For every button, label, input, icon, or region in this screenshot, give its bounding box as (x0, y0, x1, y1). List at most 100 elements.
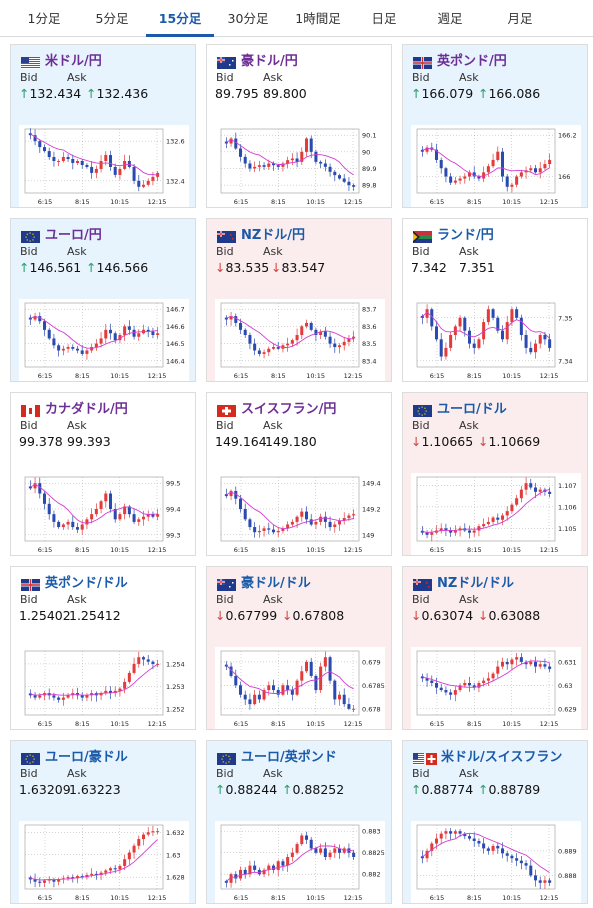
pair-title[interactable]: NZドル/円 (241, 228, 306, 243)
candle-body (472, 685, 476, 688)
pair-title[interactable]: 英ポンド/ドル (45, 576, 128, 591)
mini-chart[interactable]: 6:15 8:15 10:15 12:15 99.5 99.4 99.3 (19, 473, 189, 555)
candle-body (286, 160, 290, 164)
candle-body (319, 666, 323, 691)
currency-card[interactable]: 米ドル/円 Bid Ask ↑132.434 ↑132.436 6:15 8:15 10:15… (10, 44, 196, 208)
mini-chart[interactable]: 6:15 8:15 10:15 12:15 132.6 132.4 (19, 125, 189, 207)
candle-body (337, 848, 342, 853)
candle-body (141, 834, 146, 840)
candle-body (75, 348, 80, 351)
mini-chart[interactable]: 6:15 8:15 10:15 12:15 1.107 1.106 1.105 (411, 473, 581, 555)
bid-value: 0.67799 (225, 608, 278, 623)
candle-body (491, 309, 495, 318)
tab-15min[interactable]: 15分足 (146, 0, 214, 37)
candle-body (300, 326, 304, 335)
candle-body (439, 339, 443, 357)
mini-chart[interactable]: 6:15 8:15 10:15 12:15 7.35 7.34 (411, 299, 581, 381)
currency-card[interactable]: ユーロ/円 Bid Ask ↑146.561 ↑146.566 6:15 8:15 10:15… (10, 218, 196, 382)
pair-title[interactable]: スイスフラン/円 (241, 402, 337, 417)
candle-body (515, 309, 519, 318)
candle-body (127, 852, 131, 860)
candle-body (224, 141, 228, 144)
pair-title[interactable]: ユーロ/円 (45, 228, 102, 243)
mini-chart[interactable]: 6:15 8:15 10:15 12:15 1.632 1.63 1.628 (19, 821, 189, 903)
candlestick-chart: 6:15 8:15 10:15 12:15 0.883 0.8825 0.882 (220, 824, 385, 902)
currency-card[interactable]: 英ポンド/円 Bid Ask ↑166.079 ↑166.086 6:15 8:15 10:1… (402, 44, 588, 208)
mini-chart[interactable]: 6:15 8:15 10:15 12:15 166.2 166 (411, 125, 581, 207)
currency-card[interactable]: スイスフラン/円 Bid Ask 149.164 149.180 6:15 8:15 10:1… (206, 392, 392, 556)
pair-title[interactable]: ランド/円 (437, 228, 494, 243)
candle-body (496, 517, 500, 520)
tab-30min[interactable]: 30分足 (227, 11, 269, 26)
candle-body (538, 489, 542, 492)
pair-title[interactable]: 米ドル/スイスフラン (441, 750, 563, 765)
tab-5min[interactable]: 5分足 (95, 11, 129, 26)
tab-monthly[interactable]: 月足 (507, 11, 533, 26)
candle-body (342, 848, 346, 853)
y-tick-label: 0.883 (362, 828, 381, 836)
candle-body (52, 338, 56, 346)
mini-chart[interactable]: 6:15 8:15 10:15 12:15 0.679 0.6785 0.678 (215, 647, 385, 729)
tab-1hour[interactable]: 1時間足 (295, 11, 341, 26)
currency-card[interactable]: ユーロ/英ポンド Bid Ask ↑0.88244 ↑0.88252 6:15 8:15 10… (206, 740, 392, 904)
currency-card[interactable]: 英ポンド/ドル Bid Ask 1.25402 1.25412 6:15 8:15 10:15… (10, 566, 196, 730)
tab-1min[interactable]: 1分足 (27, 11, 61, 26)
pair-title[interactable]: 豪ドル/ドル (241, 576, 311, 591)
y-tick-label: 146.5 (166, 340, 185, 348)
pair-title[interactable]: 英ポンド/円 (437, 54, 507, 69)
mini-chart[interactable]: 6:15 8:15 10:15 12:15 0.883 0.8825 0.882 (215, 821, 385, 903)
candle-body (137, 333, 141, 337)
mini-chart[interactable]: 6:15 8:15 10:15 12:15 0.631 0.63 0.629 (411, 647, 581, 729)
ask-label: Ask (67, 767, 87, 780)
ask-arrow-icon: ↓ (282, 608, 293, 623)
pair-title[interactable]: 米ドル/円 (45, 54, 102, 69)
currency-card[interactable]: 米ドル/スイスフラン Bid Ask ↑0.88774 ↑0.88789 6:15 8:15… (402, 740, 588, 904)
ask-label: Ask (263, 71, 283, 84)
pair-title[interactable]: 豪ドル/円 (241, 54, 298, 69)
mini-chart[interactable]: 6:15 8:15 10:15 12:15 149.4 149.2 149 (215, 473, 385, 555)
x-tick-label: 10:15 (502, 198, 521, 206)
currency-card[interactable]: NZドル/円 Bid Ask ↓83.535 ↓83.547 6:15 8:15 10:15 1… (206, 218, 392, 382)
currency-card[interactable]: ユーロ/豪ドル Bid Ask 1.63209 1.63223 6:15 8:15 10:15… (10, 740, 196, 904)
y-tick-label: 99.4 (166, 506, 180, 514)
candle-body (314, 329, 318, 335)
x-tick-label: 12:15 (344, 372, 363, 380)
mini-chart[interactable]: 6:15 8:15 10:15 12:15 90.1 90 89.9 89.8 (215, 125, 385, 207)
candle-body (482, 843, 486, 849)
pair-title[interactable]: ユーロ/豪ドル (45, 750, 128, 765)
mini-chart[interactable]: 6:15 8:15 10:15 12:15 146.7 146.6 146.5 146.4 (19, 299, 189, 381)
candlestick-chart: 6:15 8:15 10:15 12:15 0.889 0.888 (416, 824, 577, 902)
tab-daily[interactable]: 日足 (371, 11, 397, 26)
candle-body (156, 514, 160, 517)
currency-card[interactable]: NZドル/ドル Bid Ask ↓0.63074 ↓0.63088 6:15 8:15 10:… (402, 566, 588, 730)
bid-arrow-icon: ↓ (411, 608, 422, 623)
currency-card[interactable]: ランド/円 Bid Ask 7.342 7.351 6:15 8:15 10:15 12:15 7… (402, 218, 588, 382)
currency-card[interactable]: 豪ドル/ドル Bid Ask ↓0.67799 ↓0.67808 6:15 8:15 10:1… (206, 566, 392, 730)
currency-card[interactable]: ユーロ/ドル Bid Ask ↓1.10665 ↓1.10669 6:15 8:15 10:1… (402, 392, 588, 556)
candle-body (52, 514, 56, 522)
y-tick-label: 0.63 (558, 682, 572, 690)
candle-body (229, 316, 233, 320)
candlestick-chart: 6:15 8:15 10:15 12:15 1.107 1.106 1.105 (416, 476, 577, 554)
pair-title[interactable]: ユーロ/ドル (437, 402, 507, 417)
mini-chart[interactable]: 6:15 8:15 10:15 12:15 1.254 1.253 1.252 (19, 647, 189, 729)
ask-value: 7.351 (459, 260, 495, 275)
candle-body (449, 335, 453, 348)
mini-chart[interactable]: 6:15 8:15 10:15 12:15 0.889 0.888 (411, 821, 581, 903)
pair-title[interactable]: ユーロ/英ポンド (241, 750, 337, 765)
candle-body (57, 879, 61, 882)
currency-card[interactable]: 豪ドル/円 Bid Ask 89.795 89.800 6:15 8:15 10:15 12:1… (206, 44, 392, 208)
currency-card[interactable]: カナダドル/円 Bid Ask 99.378 99.393 6:15 8:15 10:15 12… (10, 392, 196, 556)
pair-title[interactable]: NZドル/ドル (437, 576, 515, 591)
ask-value-group: ↓83.547 (271, 260, 325, 275)
moving-average-line (226, 664, 354, 694)
tab-weekly[interactable]: 週足 (437, 11, 463, 26)
mini-chart[interactable]: 6:15 8:15 10:15 12:15 83.7 83.6 83.5 83.4 (215, 299, 385, 381)
bid-value: 166.079 (421, 86, 474, 101)
candle-body (519, 489, 523, 499)
candle-body (141, 516, 146, 520)
y-tick-label: 132.4 (166, 177, 185, 185)
pair-title[interactable]: カナダドル/円 (45, 402, 128, 417)
candle-body (42, 147, 47, 152)
candle-body (486, 166, 490, 173)
